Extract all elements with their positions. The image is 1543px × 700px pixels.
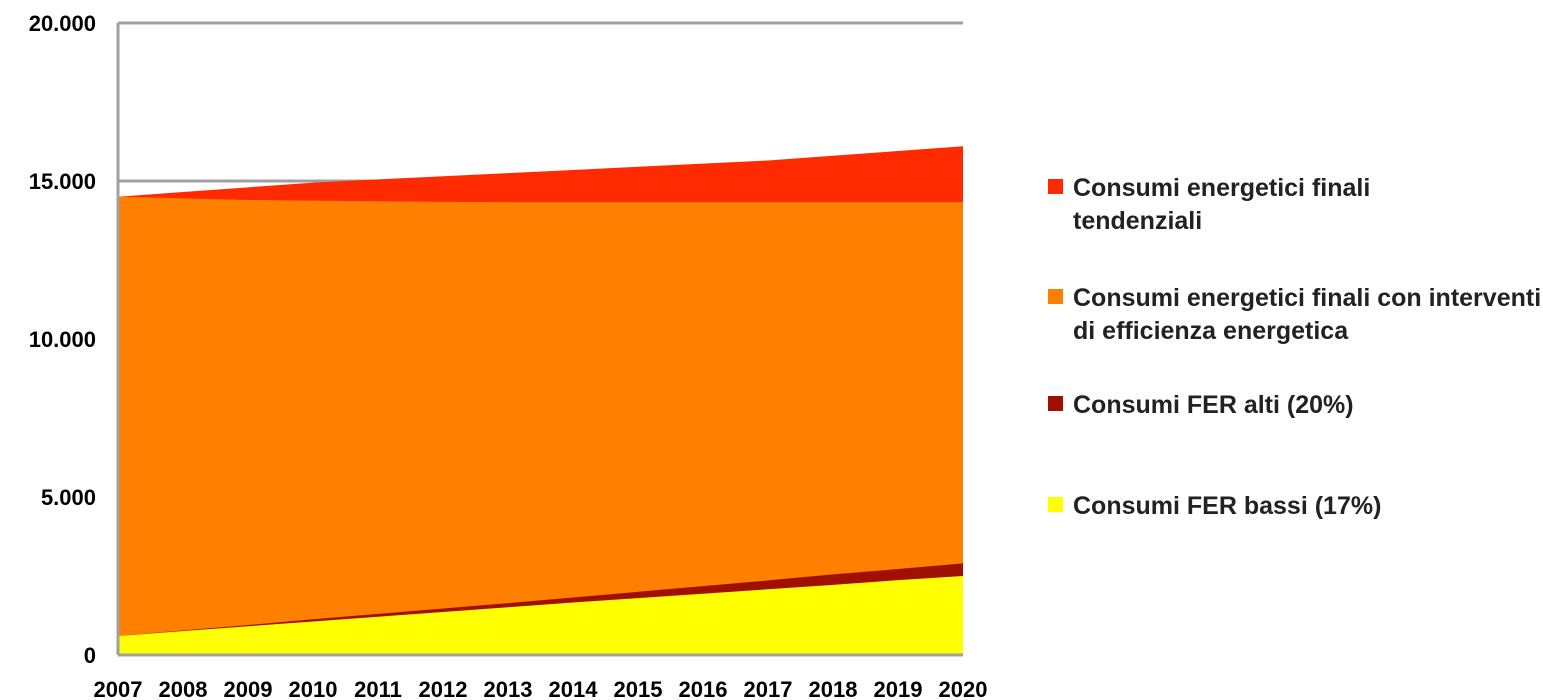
legend-label-tendenziali: Consumi energetici finali tendenziali [1073, 174, 1371, 235]
legend-label-fer-alti: Consumi FER alti (20%) [1073, 391, 1354, 419]
x-tick-label-2012: 2012 [419, 677, 468, 700]
legend-swatch-fer-alti [1048, 396, 1063, 411]
x-tick-label-2011: 2011 [354, 677, 402, 700]
series-areas [118, 146, 963, 656]
legend-item-fer-alti: Consumi FER alti (20%) [1048, 389, 1354, 422]
x-tick-label-2020: 2020 [939, 677, 988, 700]
x-tick-label-2008: 2008 [159, 677, 208, 700]
legend-item-fer-bassi: Consumi FER bassi (17%) [1048, 490, 1381, 523]
y-tick-label-2: 10.000 [29, 327, 96, 352]
x-tick-label-2014: 2014 [549, 677, 599, 700]
x-tick-label-2017: 2017 [744, 677, 793, 700]
y-tick-label-1: 5.000 [41, 485, 96, 510]
legend-swatch-fer-bassi [1048, 497, 1063, 512]
series-area-3 [118, 576, 963, 655]
legend-swatch-efficienza [1048, 289, 1063, 304]
legend-item-tendenziali: Consumi energetici finali tendenziali [1048, 172, 1453, 238]
legend-label-fer-bassi: Consumi FER bassi (17%) [1073, 492, 1382, 520]
x-tick-label-2007: 2007 [94, 677, 143, 700]
x-tick-label-2010: 2010 [289, 677, 338, 700]
y-tick-label-4: 20.000 [29, 11, 96, 36]
y-tick-label-0: 0 [84, 643, 96, 668]
x-tick-label-2018: 2018 [809, 677, 858, 700]
x-tick-label-2013: 2013 [484, 677, 533, 700]
axes [116, 23, 963, 657]
legend-label-efficienza: Consumi energetici finali con interventi… [1073, 284, 1542, 345]
legend-swatch-tendenziali [1048, 179, 1063, 194]
x-tick-label-2016: 2016 [679, 677, 728, 700]
x-tick-label-2015: 2015 [614, 677, 663, 700]
x-tick-labels: 2007 2008 2009 2010 2011 2012 2013 2014 2015 2016… [94, 677, 988, 700]
y-tick-label-3: 15.000 [29, 169, 96, 194]
x-tick-label-2019: 2019 [874, 677, 923, 700]
legend-item-efficienza: Consumi energetici finali con interventi… [1048, 282, 1543, 348]
series-area-1 [118, 196, 963, 656]
x-tick-label-2009: 2009 [224, 677, 273, 700]
y-tick-labels: 0 5.000 10.000 15.000 20.000 [29, 11, 96, 668]
